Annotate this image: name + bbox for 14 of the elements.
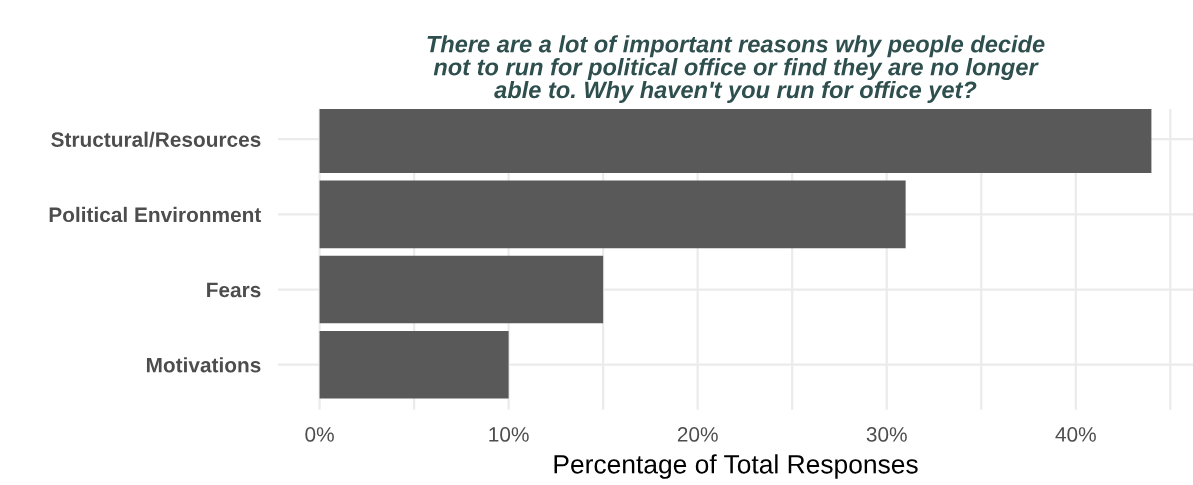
y-tick-label: Fears (207, 282, 261, 298)
x-tick-label: 20% (677, 427, 718, 442)
x-tick-label: 30% (866, 427, 907, 442)
bar (319, 180, 906, 249)
y-tick-label: Political Environment (49, 206, 262, 223)
chart-title: There are a lot of important reasons why people decide not to run for political office or find they are no longer able to. Why haven't you run for office yet? (427, 35, 1045, 103)
x-tick-label: 0% (305, 427, 334, 442)
bar (319, 255, 604, 324)
y-tick-label: Structural/Resources (51, 131, 261, 148)
x-tick-label: 40% (1055, 427, 1096, 442)
y-tick-label: Motivations (146, 357, 261, 373)
x-tick-label: 10% (489, 427, 529, 442)
bar (319, 330, 509, 399)
x-axis-title: Percentage of Total Responses (554, 454, 918, 479)
